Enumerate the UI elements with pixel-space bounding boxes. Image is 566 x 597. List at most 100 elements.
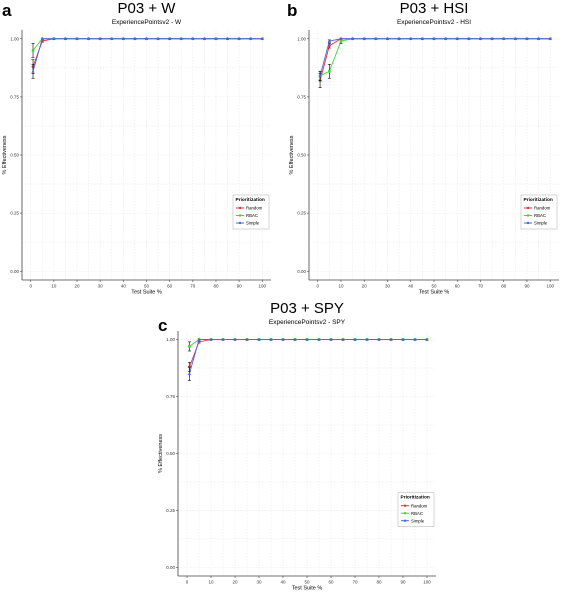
data-point <box>249 37 253 40</box>
x-tick-label: 60 <box>167 284 173 289</box>
data-point <box>87 37 91 40</box>
data-point <box>455 37 459 40</box>
data-point <box>269 337 273 341</box>
data-point <box>401 337 405 341</box>
y-tick-label: 0.00 <box>166 565 175 570</box>
x-tick-label: 0 <box>316 284 319 289</box>
data-point <box>293 337 297 341</box>
data-point <box>409 37 413 40</box>
data-point <box>191 37 195 40</box>
x-tick-label: 80 <box>213 284 219 289</box>
legend-label-random: Random <box>246 206 263 211</box>
legend-key-marker-random <box>403 504 407 507</box>
x-tick-label: 70 <box>478 284 484 289</box>
data-point <box>237 37 241 40</box>
gridlines <box>309 30 559 280</box>
y-tick-label: 1.00 <box>297 36 306 41</box>
data-point <box>225 37 230 40</box>
data-point <box>397 37 401 40</box>
data-point <box>385 37 390 40</box>
legend-key-marker-simple <box>526 221 530 225</box>
data-point <box>502 37 506 40</box>
data-point <box>377 337 381 341</box>
panel-letter: a <box>2 1 12 20</box>
legend: Prioritization Random RBAC Simple <box>520 194 558 230</box>
series-simple <box>31 37 264 79</box>
y-tick-label: 0.75 <box>297 94 306 99</box>
data-point <box>351 37 355 40</box>
y-axis-title: % Effectiveness <box>158 434 164 473</box>
x-tick-label: 20 <box>233 580 239 585</box>
legend-key-marker-simple <box>238 221 242 225</box>
data-point <box>121 37 125 40</box>
chart-title: P03 + HSI <box>400 0 469 17</box>
x-tick-label: 10 <box>338 284 344 289</box>
x-tick-label: 50 <box>431 284 437 289</box>
data-point <box>513 37 517 40</box>
data-point <box>75 37 79 40</box>
legend-label-random: Random <box>534 206 551 211</box>
x-tick-label: 40 <box>121 284 127 289</box>
data-point <box>31 49 35 52</box>
data-point <box>317 337 321 341</box>
x-tick-label: 90 <box>237 284 243 289</box>
data-point <box>362 37 366 40</box>
y-tick-label: 0.25 <box>10 211 19 216</box>
data-point <box>214 37 218 40</box>
chart-panel-c: c P03 + SPY ExperiencePointsv2 - SPY 0 10 20 3… <box>158 300 436 592</box>
data-point <box>197 337 201 341</box>
x-tick-label: 20 <box>75 284 81 289</box>
chart-subtitle: ExperiencePointsv2 - W <box>112 19 182 26</box>
data-point <box>187 372 192 375</box>
y-tick-label: 0.75 <box>10 94 19 99</box>
data-point <box>260 37 264 40</box>
data-point <box>209 337 213 341</box>
legend-key-marker-random <box>526 206 530 210</box>
data-point <box>365 337 369 341</box>
y-tick-label: 0.50 <box>297 153 306 158</box>
data-point <box>339 39 343 43</box>
legend-label-simple: Simple <box>246 221 260 226</box>
data-point <box>329 337 333 341</box>
legend-key-marker-rbac <box>238 214 242 217</box>
data-point <box>110 37 114 40</box>
data-point <box>144 37 149 40</box>
chart-subtitle: ExperiencePointsv2 - HSI <box>397 19 471 26</box>
data-point <box>478 37 483 40</box>
data-point <box>413 337 417 341</box>
data-point <box>537 37 541 40</box>
data-point <box>420 37 424 40</box>
y-tick-label: 0.50 <box>166 451 175 456</box>
x-tick-label: 100 <box>259 284 267 289</box>
data-point <box>341 337 345 341</box>
x-axis-title: Test Suite % <box>419 290 450 296</box>
y-axis-title: % Effectiveness <box>289 135 295 174</box>
panel-letter: b <box>287 1 297 20</box>
x-tick-label: 80 <box>501 284 507 289</box>
x-tick-label: 90 <box>524 284 530 289</box>
y-tick-label: 1.00 <box>10 36 19 41</box>
data-point <box>52 37 56 40</box>
x-tick-label: 60 <box>328 580 334 585</box>
data-point <box>490 37 494 40</box>
legend-key-marker-simple <box>403 519 407 522</box>
x-tick-label: 60 <box>455 284 461 289</box>
legend-title: Prioritization <box>236 197 265 203</box>
x-tick-label: 40 <box>408 284 414 289</box>
x-tick-label: 80 <box>376 580 382 585</box>
legend-label-rbac: RBAC <box>534 213 546 218</box>
data-point <box>467 37 471 40</box>
data-point <box>245 337 249 341</box>
x-tick-label: 10 <box>51 284 57 289</box>
panel-letter: c <box>158 316 167 335</box>
x-tick-label: 100 <box>546 284 554 289</box>
x-axis-title: Test Suite % <box>131 290 162 296</box>
data-point <box>327 39 331 43</box>
x-tick-label: 0 <box>29 284 32 289</box>
data-point <box>233 337 237 341</box>
data-point <box>328 70 331 73</box>
y-tick-label: 0.00 <box>297 269 306 274</box>
data-point <box>525 37 529 40</box>
data-point <box>257 337 261 341</box>
